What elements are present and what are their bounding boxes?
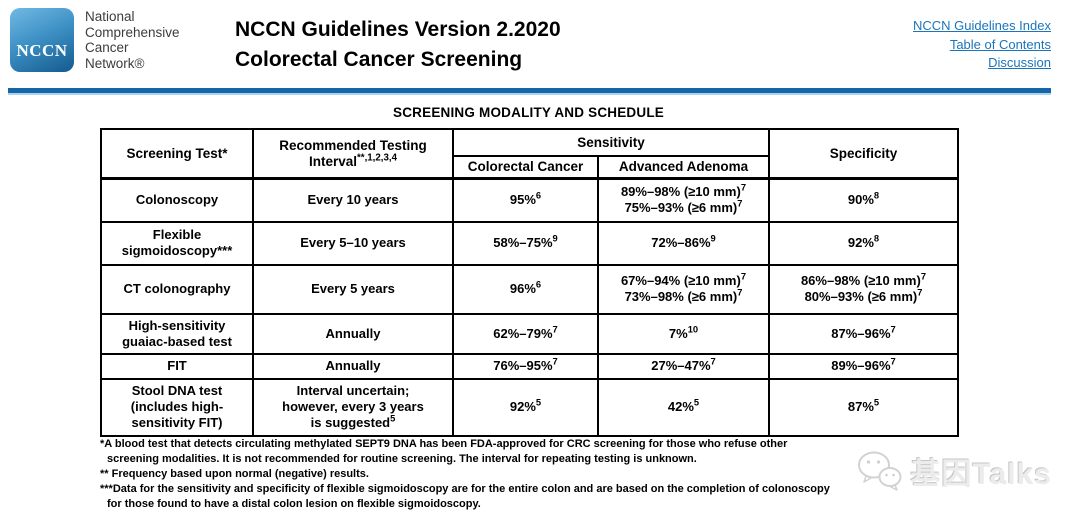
brand-name: National Comprehensive Cancer Network® (85, 9, 180, 71)
header-links: NCCN Guidelines Index Table of Contents … (913, 17, 1051, 73)
link-discussion[interactable]: Discussion (988, 55, 1051, 70)
cell-interval: Annually (252, 352, 454, 380)
cell-sens-crc: 58%–75%9 (452, 220, 599, 266)
cell-sens-aa: 7%10 (597, 312, 770, 355)
table-row-ct-colonography: CT colonography Every 5 years 96%6 67%–9… (100, 263, 959, 315)
nccn-logo: NCCN (10, 8, 74, 72)
table-subheader-row: Colorectal Cancer Advanced Adenoma (101, 155, 958, 180)
table-header-row: Screening Test* Recommended Testing Inter… (100, 128, 959, 180)
cell-spec: 92%8 (768, 220, 959, 266)
col-header-specificity: Specificity (768, 128, 959, 180)
footnote-line: ** Frequency based upon normal (negative… (100, 468, 369, 480)
col-header-colorectal-cancer: Colorectal Cancer (452, 155, 599, 180)
footnote-line: for those found to have a distal colon l… (107, 498, 481, 510)
cell-interval: Annually (252, 312, 454, 355)
cell-interval: Every 5 years (252, 263, 454, 315)
table-row-fit: FIT Annually 76%–95%7 27%–47%7 89%–96%7 (100, 352, 959, 380)
section-title: SCREENING MODALITY AND SCHEDULE (393, 105, 664, 120)
col-header-advanced-adenoma: Advanced Adenoma (597, 155, 770, 180)
cell-sens-aa: 27%–47%7 (597, 352, 770, 380)
cell-sens-aa: 42%5 (597, 377, 770, 437)
cell-sens-crc: 95%6 (452, 177, 599, 223)
cell-test: FIT (100, 352, 254, 380)
cell-sens-crc: 76%–95%7 (452, 352, 599, 380)
footnote-line: screening modalities. It is not recommen… (107, 453, 697, 465)
brand-name-line: Cancer (85, 40, 129, 55)
cell-sens-aa: 89%–98% (≥10 mm)7 75%–93% (≥6 mm)7 (597, 177, 770, 223)
brand-name-line: Network® (85, 55, 145, 71)
cell-test: CT colonography (100, 263, 254, 315)
cell-sens-crc: 62%–79%7 (452, 312, 599, 355)
cell-spec: 89%–96%7 (768, 352, 959, 380)
screening-table: Screening Test* Recommended Testing Inter… (100, 128, 959, 437)
cell-spec: 90%8 (768, 177, 959, 223)
cell-interval: Every 10 years (252, 177, 454, 223)
cell-test: Colonoscopy (100, 177, 254, 223)
header-divider-light (8, 93, 1051, 95)
footnote-line: ***Data for the sensitivity and specific… (100, 483, 830, 495)
cell-test: High-sensitivity guaiac-based test (100, 312, 254, 355)
cell-sens-crc: 96%6 (452, 263, 599, 315)
cell-test: Stool DNA test (includes high-sensitivity… (100, 377, 254, 437)
cell-interval: Every 5–10 years (252, 220, 454, 266)
page-title-line2: Colorectal Cancer Screening (235, 48, 523, 71)
header-divider-dark (8, 88, 1051, 93)
cell-sens-aa: 67%–94% (≥10 mm)7 73%–98% (≥6 mm)7 (597, 263, 770, 315)
cell-sens-aa: 72%–86%9 (597, 220, 770, 266)
col-header-interval: Recommended Testing Interval**,1,2,3,4 (252, 128, 454, 180)
header-divider (8, 88, 1051, 95)
footnote-line: *A blood test that detects circulating m… (100, 438, 788, 450)
cell-spec: 87%5 (768, 377, 959, 437)
table-row-colonoscopy: Colonoscopy Every 10 years 95%6 89%–98% … (100, 177, 959, 223)
cell-spec: 87%–96%7 (768, 312, 959, 355)
page-title: NCCN Guidelines Version 2.2020 Colorecta… (235, 15, 561, 75)
table-row-stool-dna: Stool DNA test (includes high-sensitivity… (100, 377, 959, 437)
cell-spec: 86%–98% (≥10 mm)7 80%–93% (≥6 mm)7 (768, 263, 959, 315)
link-nccn-guidelines-index[interactable]: NCCN Guidelines Index (912, 18, 1051, 33)
footnotes: *A blood test that detects circulating m… (100, 437, 990, 512)
col-header-sensitivity: Sensitivity (452, 128, 770, 157)
brand-name-line: Comprehensive (85, 24, 180, 40)
page-title-line1: NCCN Guidelines Version 2.2020 (235, 18, 561, 41)
cell-sens-crc: 92%5 (452, 377, 599, 437)
brand-name-line: National (85, 9, 135, 24)
cell-test: Flexible sigmoidoscopy*** (100, 220, 254, 266)
cell-interval: Interval uncertain; however, every 3 year… (252, 377, 454, 437)
nccn-logo-text: NCCN (16, 41, 68, 60)
table-row-guaiac-test: High-sensitivity guaiac-based test Annual… (100, 312, 959, 355)
table-row-flexible-sigmoidoscopy: Flexible sigmoidoscopy*** Every 5–10 year… (100, 220, 959, 266)
col-header-screening-test: Screening Test* (100, 128, 254, 180)
link-table-of-contents[interactable]: Table of Contents (949, 36, 1051, 52)
